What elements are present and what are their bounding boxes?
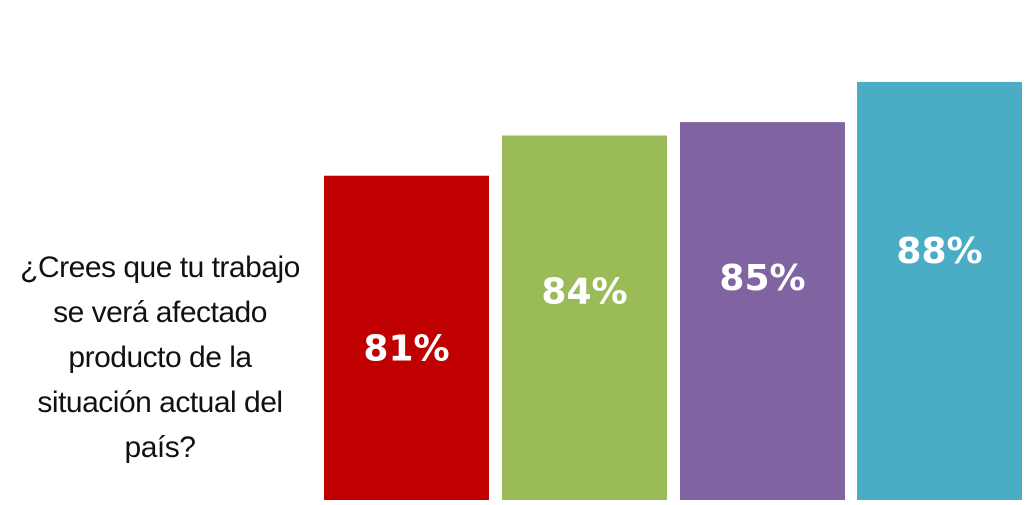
bar-3: [680, 122, 845, 501]
bar-2-value-label: 84%: [541, 272, 627, 313]
bar-2: [502, 135, 667, 500]
bar-3-value-label: 85%: [719, 258, 805, 299]
bar-1: [324, 175, 489, 500]
bar-1-value-label: 81%: [363, 329, 449, 370]
bar-4: [857, 81, 1022, 501]
question-text: ¿Crees que tu trabajo se verá afectado p…: [20, 251, 300, 464]
bar-4-value-label: 88%: [896, 231, 982, 272]
